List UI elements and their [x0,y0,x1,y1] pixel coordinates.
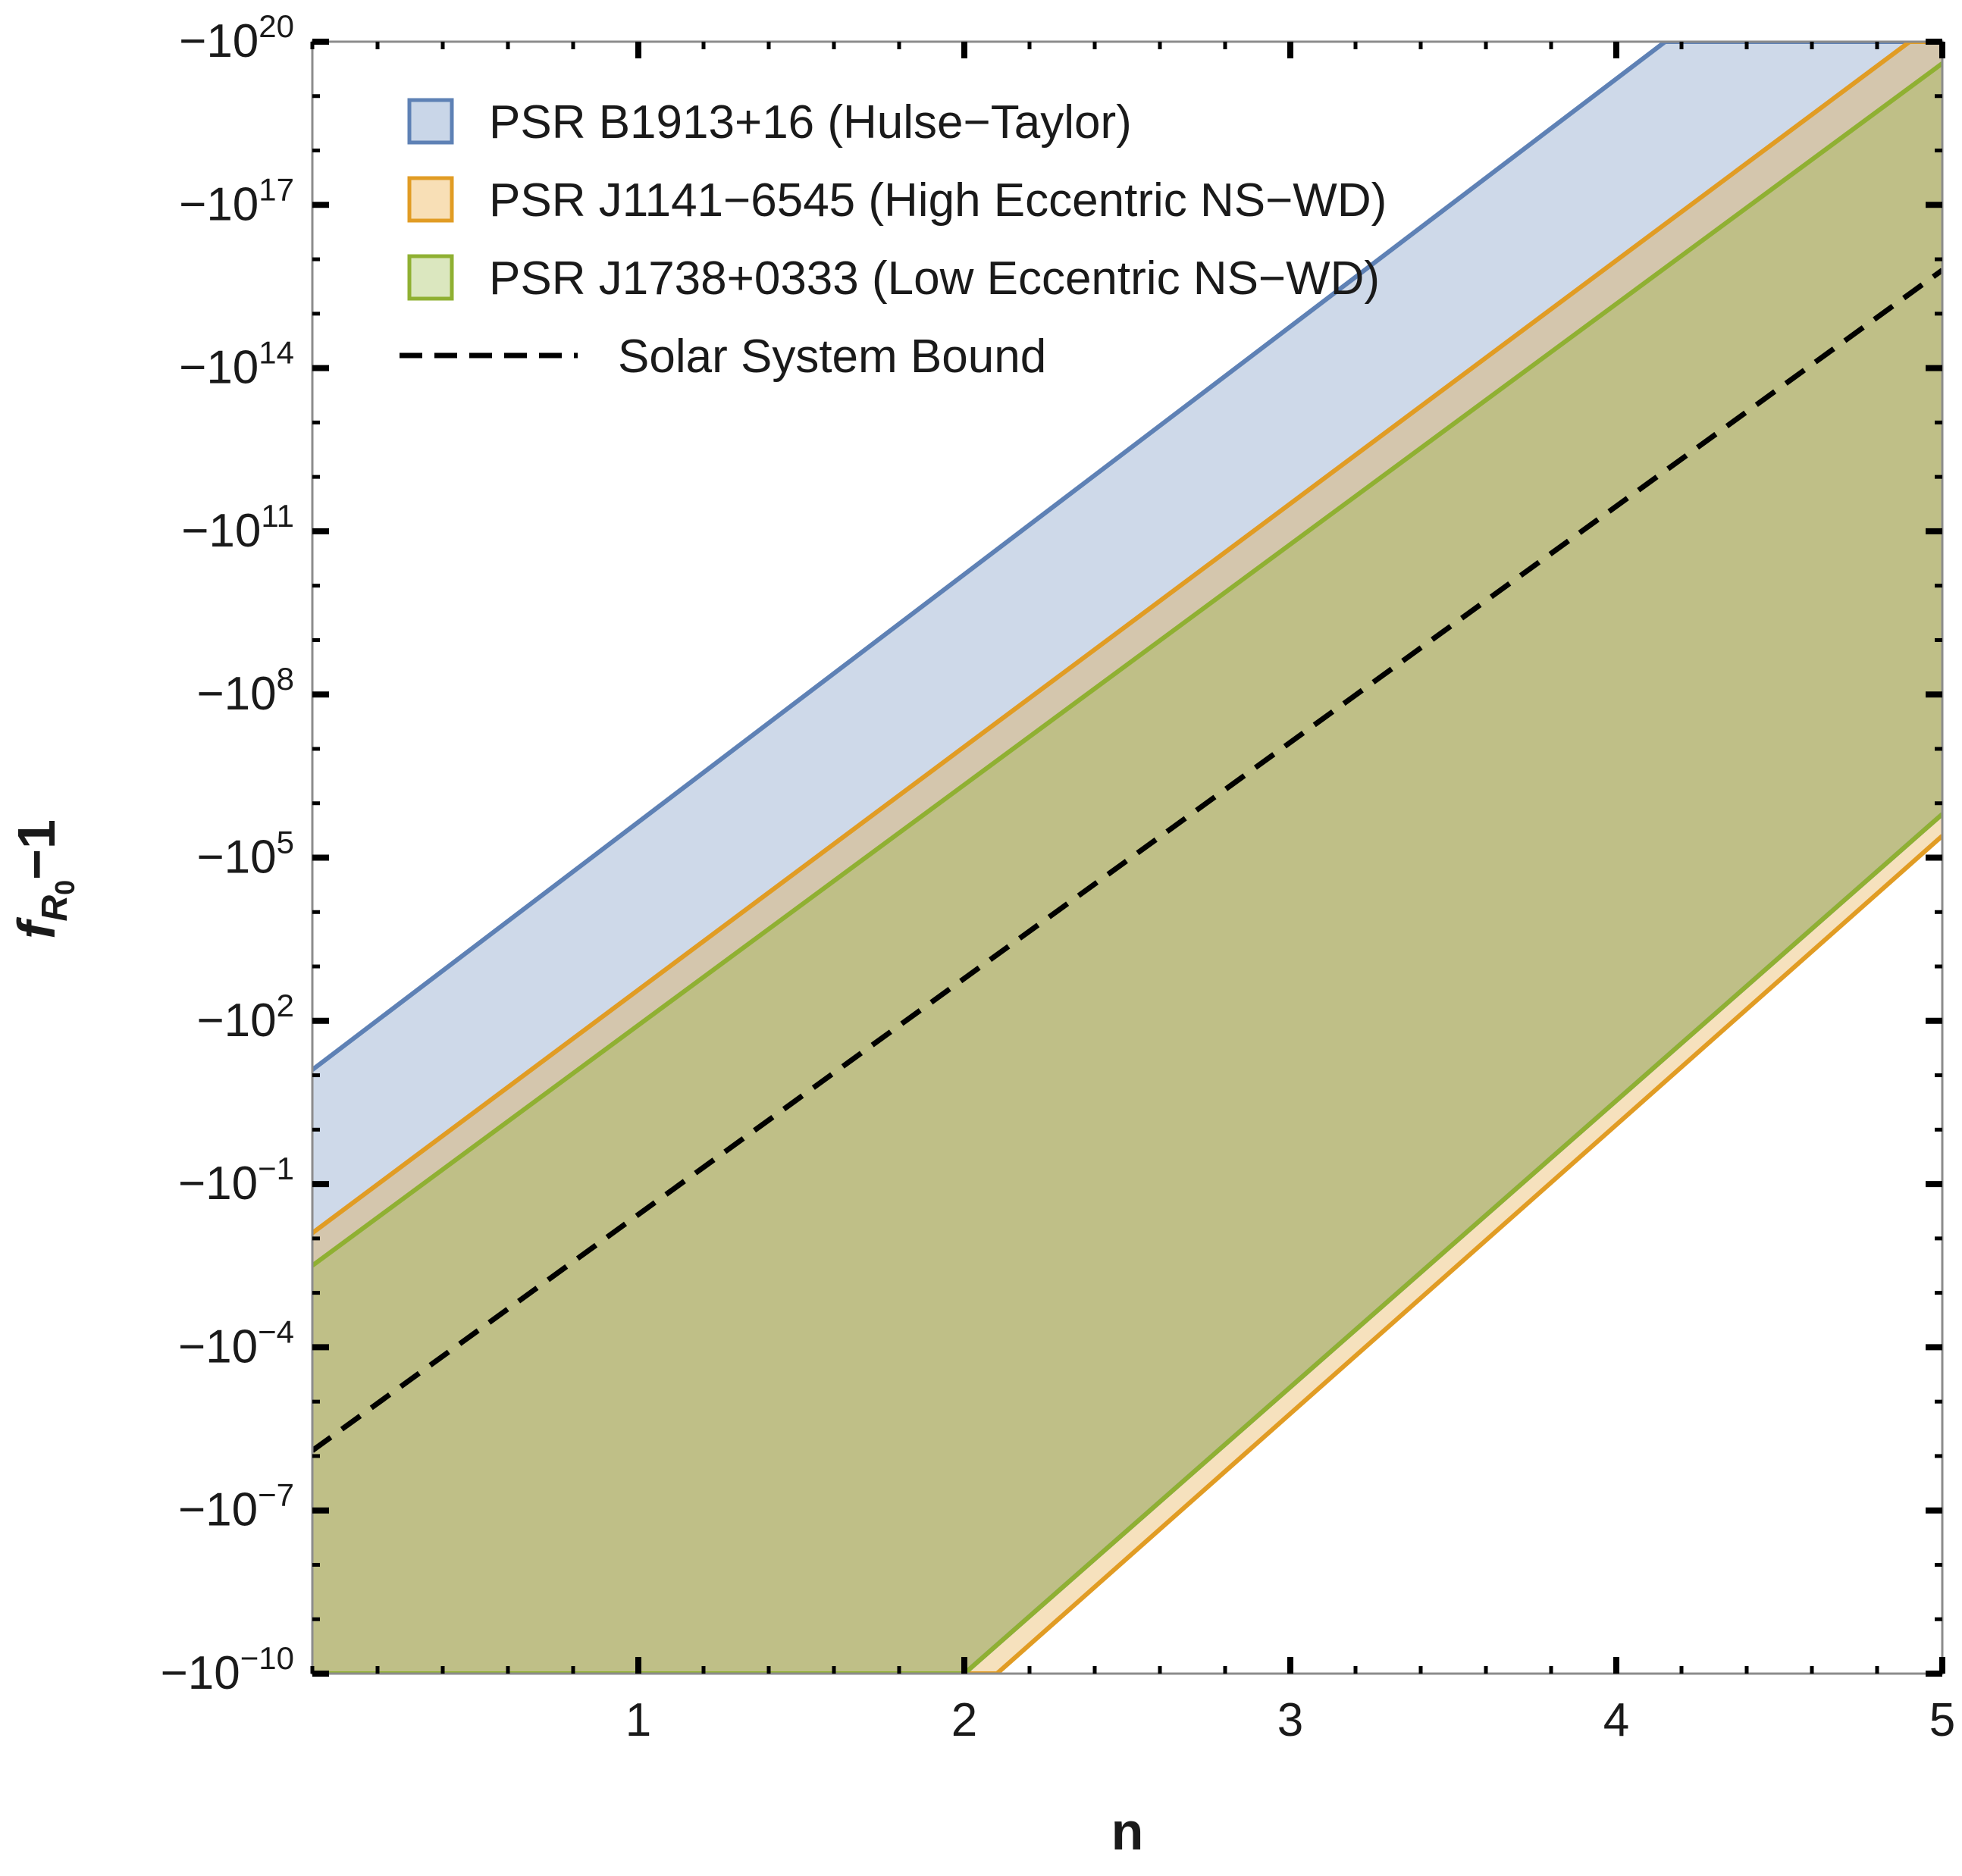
y-tick-label: −102 [196,988,294,1047]
band-boundaries [312,42,1942,1674]
y-axis-title-rest: −1 [7,819,66,880]
y-tick-label: −108 [196,661,294,720]
x-tick-label: 2 [951,1694,977,1746]
band-fills [312,42,1942,1674]
x-tick-label: 5 [1929,1694,1955,1746]
legend-label-psr-j1738-0333-low-eccentric-ns-wd: PSR J1738+0333 (Low Eccentric NS−WD) [489,252,1380,305]
y-tick-label: −10−10 [161,1640,294,1699]
legend-swatch-psr-j1141-6545-high-eccentric-ns-wd [407,176,454,223]
x-tick-label: 3 [1277,1694,1303,1746]
band-upper-psr-j1738-0333-low-eccentric-ns-wd [312,61,1942,1268]
plot-area [312,42,1942,1674]
band-lower-psr-j1141-6545-high-eccentric-ns-wd [312,834,1942,1674]
band-fill-psr-b1913-16-hulse-taylor [312,42,1942,1674]
y-tick-label: −1020 [179,8,294,67]
y-tick-label: −10−7 [178,1477,294,1536]
svg-text:fR0−1: fR0−1 [7,819,80,939]
y-tick-label: −1014 [179,335,294,394]
reference-line-solar-system-bound [312,268,1942,1453]
x-tick-label: 4 [1603,1694,1629,1746]
band-upper-psr-b1913-16-hulse-taylor [312,42,1942,1072]
y-axis-title-subsub: 0 [49,880,80,895]
x-axis-title: n [1111,1802,1144,1861]
reference-lines [312,268,1942,1453]
y-axis-title: fR0−1 [7,819,80,939]
y-axis-title-sub: R [35,895,75,922]
legend-label-psr-j1141-6545-high-eccentric-ns-wd: PSR J1141−6545 (High Eccentric NS−WD) [489,174,1387,227]
band-lower-psr-j1738-0333-low-eccentric-ns-wd [312,812,1942,1674]
band-upper-psr-j1141-6545-high-eccentric-ns-wd [312,42,1942,1236]
y-tick-label: −1017 [179,171,294,230]
y-tick-label: −10−1 [178,1151,294,1210]
y-tick-label: −1011 [181,498,294,557]
band-fill-psr-j1738-0333-low-eccentric-ns-wd [312,63,1942,1674]
legend-label-psr-b1913-16-hulse-taylor: PSR B1913+16 (Hulse−Taylor) [489,96,1132,149]
legend: PSR B1913+16 (Hulse−Taylor) PSR J1141−654… [400,96,1387,383]
y-tick-label: −105 [196,825,294,884]
legend-swatch-psr-j1738-0333-low-eccentric-ns-wd [407,254,454,301]
x-axis-ticks: 1 2 3 4 5 [310,42,1955,1746]
y-axis-ticks: −1020 −1017 −1014 −1011 −108 −105 −102 −10−1 −10… [161,8,1942,1699]
legend-swatch-psr-b1913-16-hulse-taylor [407,98,454,145]
band-fill-psr-j1141-6545-high-eccentric-ns-wd [312,42,1942,1674]
x-tick-label: 1 [625,1694,651,1746]
legend-label-solar-system-bound: Solar System Bound [618,330,1046,383]
y-tick-label: −10−4 [178,1314,294,1373]
